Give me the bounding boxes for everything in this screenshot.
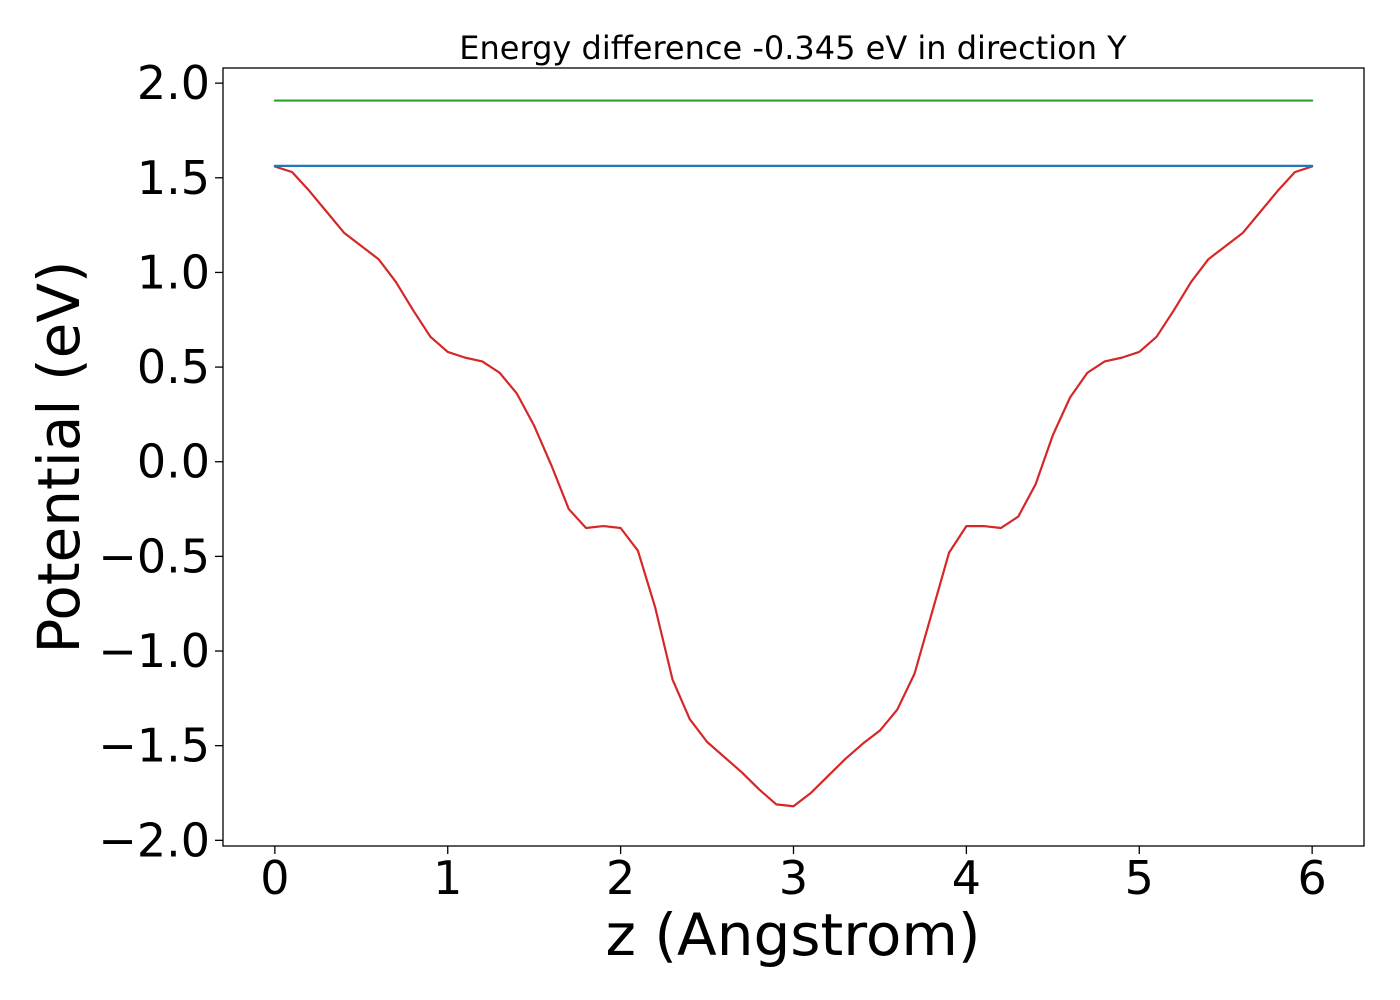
y-tick-label: −0.5 [98,529,210,583]
x-tick-label: 2 [606,851,635,905]
y-tick-label: 2.0 [137,56,210,110]
y-tick-label: 0.5 [137,340,210,394]
x-axis-label: z (Angstrom) [606,901,981,969]
y-axis: 2.0 1.5 1.0 0.5 0.0 −0.5 −1.0 −1.5 −2.0 [98,56,223,867]
plot-frame [222,67,1365,847]
y-tick-label: 0.0 [137,435,210,489]
y-tick-label: −1.5 [98,719,210,773]
y-tick-label: 1.5 [137,151,210,205]
x-tick-label: 6 [1297,851,1326,905]
series-line-0 [273,165,1314,808]
y-tick-label: 1.0 [137,245,210,299]
x-tick-label: 1 [433,851,462,905]
chart-title: Energy difference -0.345 eV in direction… [459,29,1127,67]
x-tick-label: 5 [1125,851,1154,905]
x-axis: 0 1 2 3 4 5 6 [260,846,1327,905]
x-tick-label: 0 [260,851,289,905]
y-axis-label: Potential (eV) [25,260,93,653]
x-tick-label: 4 [952,851,981,905]
plot-area [273,99,1314,808]
x-tick-label: 3 [779,851,808,905]
y-tick-label: −2.0 [98,813,210,867]
y-tick-label: −1.0 [98,624,210,678]
